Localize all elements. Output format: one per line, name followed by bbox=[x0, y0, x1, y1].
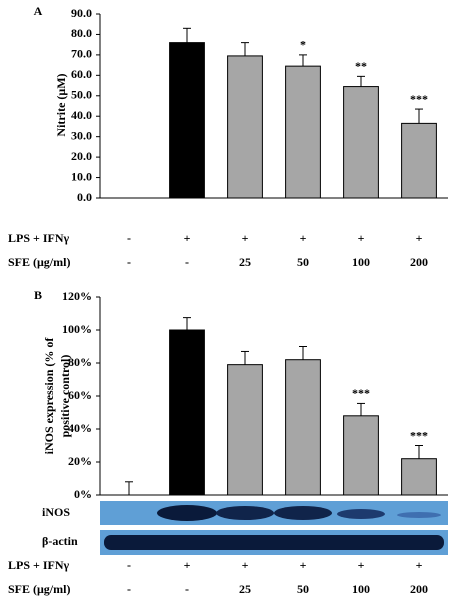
treatment-value: 50 bbox=[297, 582, 309, 596]
bar bbox=[169, 329, 205, 496]
blot-band bbox=[104, 535, 444, 550]
blot-band bbox=[157, 505, 217, 521]
bar bbox=[227, 364, 263, 496]
y-tick-label: 60.0 bbox=[71, 67, 92, 81]
treatment-value: - bbox=[127, 231, 131, 245]
treatment-label: SFE (μg/ml) bbox=[8, 255, 70, 269]
y-tick-label: 20.0 bbox=[71, 149, 92, 163]
treatment-value: + bbox=[184, 558, 191, 572]
bar bbox=[343, 415, 379, 496]
treatment-value: 25 bbox=[239, 255, 251, 269]
treatment-value: - bbox=[127, 558, 131, 572]
treatment-value: + bbox=[300, 231, 307, 245]
treatment-value: 200 bbox=[410, 582, 428, 596]
y-tick-label: 50.0 bbox=[71, 88, 92, 102]
y-tick-label: 30.0 bbox=[71, 128, 92, 142]
blot-band bbox=[337, 509, 385, 519]
bar bbox=[169, 42, 205, 199]
blot-band bbox=[397, 512, 441, 518]
treatment-value: + bbox=[184, 231, 191, 245]
bar bbox=[227, 55, 263, 199]
bar bbox=[401, 458, 437, 496]
y-axis-label: Nitrite (μM) bbox=[54, 73, 68, 136]
y-tick-label: 80% bbox=[68, 355, 92, 369]
significance-label: *** bbox=[352, 386, 370, 400]
treatment-value: + bbox=[416, 558, 423, 572]
blot-band bbox=[216, 506, 274, 520]
y-tick-label: 40.0 bbox=[71, 108, 92, 122]
panel-label: B bbox=[34, 288, 42, 302]
treatment-value: + bbox=[358, 558, 365, 572]
y-tick-label: 40% bbox=[68, 421, 92, 435]
treatment-value: 50 bbox=[297, 255, 309, 269]
y-tick-label: 10.0 bbox=[71, 169, 92, 183]
treatment-value: - bbox=[127, 255, 131, 269]
significance-label: * bbox=[300, 38, 306, 52]
treatment-label: LPS + IFNγ bbox=[8, 558, 70, 572]
treatment-label: SFE (μg/ml) bbox=[8, 582, 70, 596]
y-tick-label: 60% bbox=[68, 388, 92, 402]
blot-label: iNOS bbox=[42, 505, 70, 519]
y-tick-label: 0.0 bbox=[77, 190, 92, 204]
y-tick-label: 20% bbox=[68, 454, 92, 468]
y-tick-label: 100% bbox=[62, 322, 92, 336]
treatment-value: - bbox=[127, 582, 131, 596]
bar bbox=[343, 86, 379, 199]
blot-label: β-actin bbox=[42, 534, 78, 548]
treatment-value: - bbox=[185, 582, 189, 596]
treatment-value: - bbox=[185, 255, 189, 269]
y-tick-label: 70.0 bbox=[71, 47, 92, 61]
y-axis-label: positive control) bbox=[58, 355, 72, 438]
y-tick-label: 120% bbox=[62, 289, 92, 303]
treatment-value: 100 bbox=[352, 582, 370, 596]
treatment-value: + bbox=[242, 231, 249, 245]
blot-band bbox=[274, 506, 332, 520]
blot-images bbox=[100, 501, 448, 555]
y-axis-label: iNOS expression (% of bbox=[42, 337, 56, 455]
significance-label: *** bbox=[410, 92, 428, 106]
significance-label: *** bbox=[410, 428, 428, 442]
treatment-value: + bbox=[416, 231, 423, 245]
bar bbox=[401, 122, 437, 199]
bar bbox=[285, 65, 321, 199]
treatment-value: 200 bbox=[410, 255, 428, 269]
treatment-value: + bbox=[358, 231, 365, 245]
bar bbox=[285, 359, 321, 496]
treatment-value: + bbox=[300, 558, 307, 572]
treatment-value: 25 bbox=[239, 582, 251, 596]
panel-label: A bbox=[34, 4, 43, 18]
y-tick-label: 0% bbox=[74, 487, 92, 501]
significance-label: ** bbox=[355, 59, 367, 73]
treatment-value: + bbox=[242, 558, 249, 572]
treatment-label: LPS + IFNγ bbox=[8, 231, 70, 245]
treatment-value: 100 bbox=[352, 255, 370, 269]
y-tick-label: 90.0 bbox=[71, 6, 92, 20]
y-tick-label: 80.0 bbox=[71, 26, 92, 40]
